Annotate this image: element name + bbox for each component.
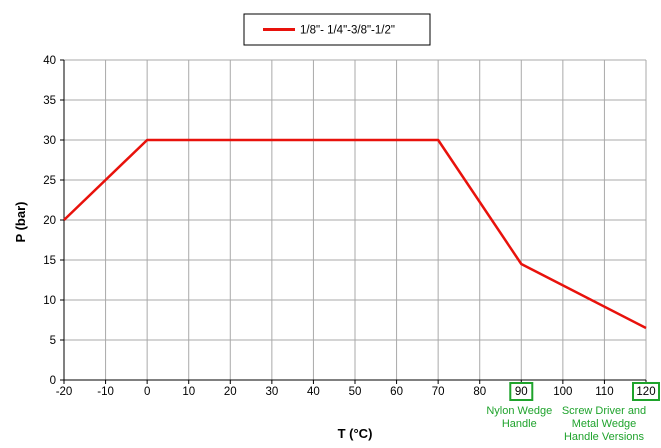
x-tick-label: 120 — [636, 386, 655, 398]
series-layer — [63, 138, 647, 330]
tick-highlights — [509, 382, 660, 401]
annotation-line: Metal Wedge — [572, 418, 637, 430]
y-tick-label: 15 — [43, 255, 56, 267]
x-tick-label: 60 — [390, 386, 403, 398]
x-tick-label: 10 — [182, 386, 195, 398]
x-tick-label: 20 — [224, 386, 237, 398]
x-tick-label: 90 — [515, 386, 528, 398]
x-tick-label: 80 — [473, 386, 486, 398]
y-tick-label: 10 — [43, 295, 56, 307]
y-tick-label: 20 — [43, 215, 56, 227]
x-tick-label: -10 — [97, 386, 114, 398]
y-tick-label: 30 — [43, 135, 56, 147]
tick-highlight-box — [632, 382, 660, 401]
y-tick-label: 40 — [43, 55, 56, 67]
y-tick-label: 35 — [43, 95, 56, 107]
x-tick-label: 50 — [349, 386, 362, 398]
legend-label: 1/8"- 1/4"-3/8"-1/2" — [300, 25, 395, 37]
series-line — [63, 138, 647, 330]
x-tick-label: 110 — [595, 386, 613, 398]
y-tick-label: 25 — [43, 175, 56, 187]
x-axis-label: T (°C) — [338, 426, 373, 441]
x-tick-label: 100 — [553, 386, 572, 398]
annotation-line: Nylon Wedge — [486, 405, 552, 417]
y-tick-label: 5 — [50, 335, 56, 347]
grid — [64, 59, 647, 380]
x-tick-label: 0 — [144, 386, 150, 398]
y-tick-label: 0 — [50, 375, 56, 387]
annotation-line: Screw Driver and — [562, 405, 646, 417]
annotation-line: Handle — [502, 418, 537, 430]
y-axis-label: P (bar) — [13, 202, 28, 243]
x-tick-label: 40 — [307, 386, 320, 398]
tick-highlight-box — [509, 382, 534, 401]
x-tick-label: -20 — [56, 386, 73, 398]
axes — [60, 59, 647, 384]
tick-labels: 0 5 10 15 20 25 30 35 40 -20 -10 0 10 20 30 40 50 60 70 80 9… — [43, 55, 655, 398]
legend: 1/8"- 1/4"-3/8"-1/2" — [243, 13, 431, 46]
annotation-line: Handle Versions — [564, 431, 645, 443]
x-tick-label: 70 — [432, 386, 445, 398]
x-tick-label: 30 — [265, 386, 278, 398]
